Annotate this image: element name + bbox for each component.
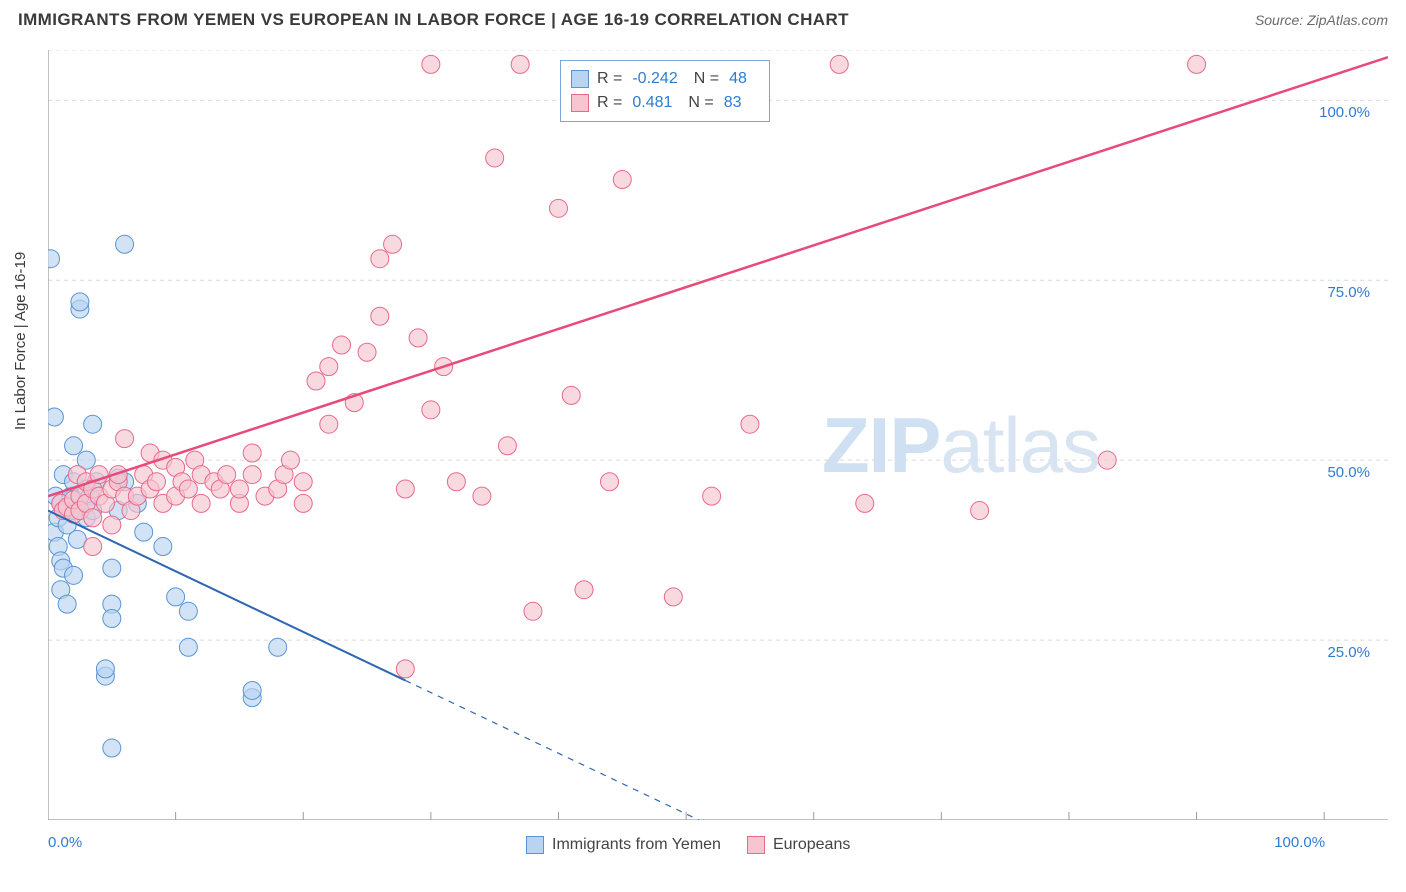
scatter-plot [48,50,1388,820]
n-value-european: 83 [724,91,742,115]
r-label: R = [597,91,622,115]
legend-label-european: Europeans [773,836,850,854]
swatch-yemen [526,836,544,854]
swatch-european [747,836,765,854]
x-tick-label: 0.0% [48,834,82,851]
n-label: N = [694,67,719,91]
series-legend: Immigrants from Yemen Europeans [526,836,850,854]
y-axis-label: In Labor Force | Age 16-19 [12,252,29,430]
legend-item-european: Europeans [747,836,850,854]
n-value-yemen: 48 [729,67,747,91]
correlation-legend: R = -0.242 N = 48 R = 0.481 N = 83 [560,60,770,122]
legend-row-european: R = 0.481 N = 83 [571,91,755,115]
swatch-european [571,94,589,112]
n-label: N = [688,91,713,115]
r-value-yemen: -0.242 [632,67,677,91]
chart-area: ZIPatlas R = -0.242 N = 48 R = 0.481 N =… [48,50,1388,820]
r-value-european: 0.481 [632,91,672,115]
legend-item-yemen: Immigrants from Yemen [526,836,721,854]
y-tick-label: 75.0% [1327,284,1370,301]
y-tick-label: 50.0% [1327,464,1370,481]
swatch-yemen [571,70,589,88]
y-tick-label: 25.0% [1327,644,1370,661]
x-tick-label: 100.0% [1274,834,1325,851]
legend-row-yemen: R = -0.242 N = 48 [571,67,755,91]
source-attribution: Source: ZipAtlas.com [1255,12,1388,28]
chart-title: IMMIGRANTS FROM YEMEN VS EUROPEAN IN LAB… [18,10,849,30]
y-tick-label: 100.0% [1319,104,1370,121]
legend-label-yemen: Immigrants from Yemen [552,836,721,854]
chart-header: IMMIGRANTS FROM YEMEN VS EUROPEAN IN LAB… [0,0,1406,36]
r-label: R = [597,67,622,91]
